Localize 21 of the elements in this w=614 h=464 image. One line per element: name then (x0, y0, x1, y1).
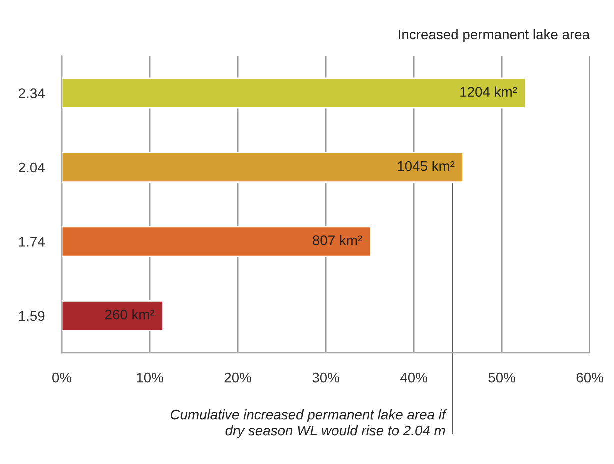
chart-title: Increased permanent lake area (399, 29, 590, 42)
bar (62, 78, 527, 109)
y-tick-label: 2.34 (19, 88, 45, 98)
x-tick-label: 40% (400, 372, 428, 383)
x-tick-label: 10% (137, 372, 164, 383)
x-tick-label: 0% (52, 372, 72, 383)
annotation: 260 km² (105, 310, 155, 320)
ref-line-label: Cumulative increased permanent lake area if dry season WL would rise to 2.04 m (170, 410, 448, 438)
bar (62, 152, 464, 184)
y-tick-label: 2.04 (19, 162, 45, 173)
x-tick-label: 20% (224, 372, 252, 383)
annotation: 1045 km² (398, 161, 455, 172)
x-tick-label: 30% (312, 372, 340, 383)
x-tick-label: 50% (488, 372, 516, 383)
annotation: 1204 km² (460, 86, 518, 97)
y-tick-label: 1.74 (19, 237, 45, 247)
y-tick-label: 1.59 (19, 311, 45, 322)
annotation: 807 km² (313, 235, 362, 246)
bar (62, 226, 372, 258)
x-tick-label: 60% (576, 372, 604, 383)
bar (62, 300, 164, 332)
